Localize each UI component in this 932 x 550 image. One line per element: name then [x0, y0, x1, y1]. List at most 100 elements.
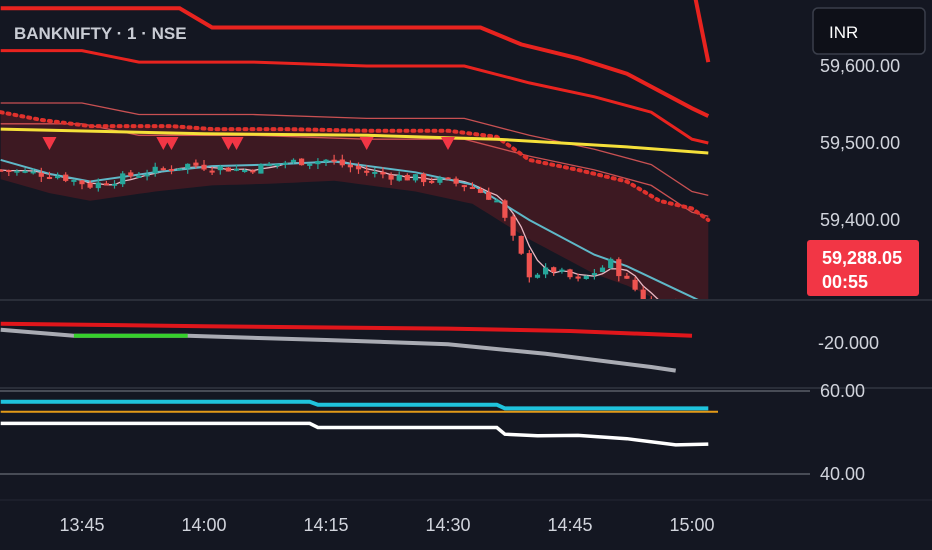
candle-body[interactable] [599, 267, 606, 272]
indicator-2-axis-tick: 60.00 [820, 381, 865, 401]
candle-body[interactable] [453, 178, 459, 184]
candle-body[interactable] [290, 159, 297, 163]
candlestick-layer[interactable] [0, 154, 678, 313]
candle-body[interactable] [266, 164, 272, 167]
candle-body[interactable] [250, 170, 256, 173]
candle-body[interactable] [534, 274, 541, 278]
candle-body[interactable] [331, 159, 337, 162]
candle-body[interactable] [372, 171, 378, 174]
candle-body[interactable] [469, 187, 475, 189]
candle-body[interactable] [412, 174, 419, 181]
indicator-guide-lines [0, 390, 810, 475]
candle-body[interactable] [591, 273, 597, 276]
candle-body[interactable] [95, 182, 101, 189]
candle-body[interactable] [575, 276, 581, 279]
price-overlay-layer [0, 0, 711, 300]
upper-band-2 [0, 6, 710, 118]
candle-body[interactable] [526, 253, 532, 278]
sell-signal-marker [229, 137, 244, 150]
candle-body[interactable] [233, 168, 240, 171]
indicator-1-red-line [0, 321, 693, 338]
candle-body[interactable] [299, 158, 305, 166]
candle-body[interactable] [396, 175, 402, 181]
candle-body[interactable] [608, 258, 614, 269]
candle-body[interactable] [477, 188, 484, 193]
candle-body[interactable] [624, 275, 630, 279]
candle-body[interactable] [502, 200, 508, 218]
candle-body[interactable] [128, 172, 134, 177]
candle-body[interactable] [583, 275, 589, 279]
candle-body[interactable] [421, 173, 427, 183]
candle-body[interactable] [160, 168, 166, 171]
candle-body[interactable] [14, 170, 20, 173]
candle-body[interactable] [323, 159, 329, 162]
candle-body[interactable] [120, 173, 126, 185]
candle-body[interactable] [551, 267, 557, 273]
time-axis-tick: 14:45 [547, 515, 592, 535]
candle-body[interactable] [339, 159, 345, 166]
candle-body[interactable] [258, 164, 264, 174]
candle-body[interactable] [510, 216, 516, 236]
candle-body[interactable] [315, 161, 321, 165]
candle-body[interactable] [217, 166, 223, 171]
candle-body[interactable] [168, 169, 175, 171]
candle-body[interactable] [63, 174, 69, 181]
time-axis-tick: 13:45 [59, 515, 104, 535]
last-price-badge-bg [807, 240, 919, 296]
candle-body[interactable] [79, 180, 85, 185]
candle-body[interactable] [193, 162, 199, 166]
candle-body[interactable] [388, 174, 394, 180]
currency-button-frame [812, 7, 926, 55]
currency-button[interactable]: INR [812, 7, 926, 55]
candle-body[interactable] [177, 168, 183, 171]
candle-body[interactable] [22, 170, 28, 173]
candle-body[interactable] [87, 183, 93, 188]
candle-body[interactable] [461, 185, 467, 188]
candle-body[interactable] [38, 172, 44, 177]
candle-body[interactable] [355, 165, 362, 170]
candle-body[interactable] [103, 183, 109, 186]
candle-body[interactable] [429, 180, 435, 183]
candle-body[interactable] [486, 192, 492, 200]
candle-body[interactable] [0, 169, 4, 172]
candle-body[interactable] [136, 176, 142, 178]
candle-body[interactable] [6, 170, 12, 172]
candle-body[interactable] [559, 269, 565, 272]
candle-body[interactable] [55, 176, 61, 179]
candle-body[interactable] [242, 170, 248, 172]
candle-body[interactable] [347, 164, 353, 168]
candle-body[interactable] [282, 162, 288, 165]
candle-body[interactable] [518, 235, 524, 254]
candle-body[interactable] [364, 170, 370, 173]
candle-body[interactable] [46, 177, 53, 179]
symbol-label[interactable]: BANKNIFTY · 1 · NSE [14, 24, 187, 43]
candle-body[interactable] [543, 267, 549, 275]
candle-body[interactable] [437, 177, 443, 183]
time-axis-tick: 15:00 [669, 515, 714, 535]
candle-body[interactable] [225, 167, 231, 172]
candle-body[interactable] [185, 163, 191, 169]
teal-average [0, 158, 701, 300]
candle-body[interactable] [71, 179, 77, 182]
candle-body[interactable] [404, 175, 410, 181]
axis-layer: 59,600.00 59,500.00 59,400.00 -20.000 60.00 4… [59, 56, 900, 535]
candle-body[interactable] [616, 259, 622, 277]
candle-body[interactable] [380, 172, 386, 175]
candle-body[interactable] [144, 174, 150, 177]
candle-body[interactable] [445, 177, 451, 180]
candle-body[interactable] [201, 164, 207, 170]
sell-signal-marker [359, 137, 374, 150]
candle-body[interactable] [111, 183, 118, 186]
candle-body[interactable] [274, 164, 280, 166]
candle-body[interactable] [494, 200, 500, 203]
signal-marker-layer [42, 137, 455, 150]
candle-body[interactable] [567, 269, 573, 278]
candle-body[interactable] [307, 163, 313, 166]
candle-body[interactable] [152, 166, 158, 174]
candle-body[interactable] [632, 279, 638, 290]
candle-body[interactable] [209, 170, 215, 173]
candle-body[interactable] [640, 289, 646, 300]
price-axis-tick: 59,500.00 [820, 133, 900, 153]
candle-body[interactable] [30, 171, 36, 174]
